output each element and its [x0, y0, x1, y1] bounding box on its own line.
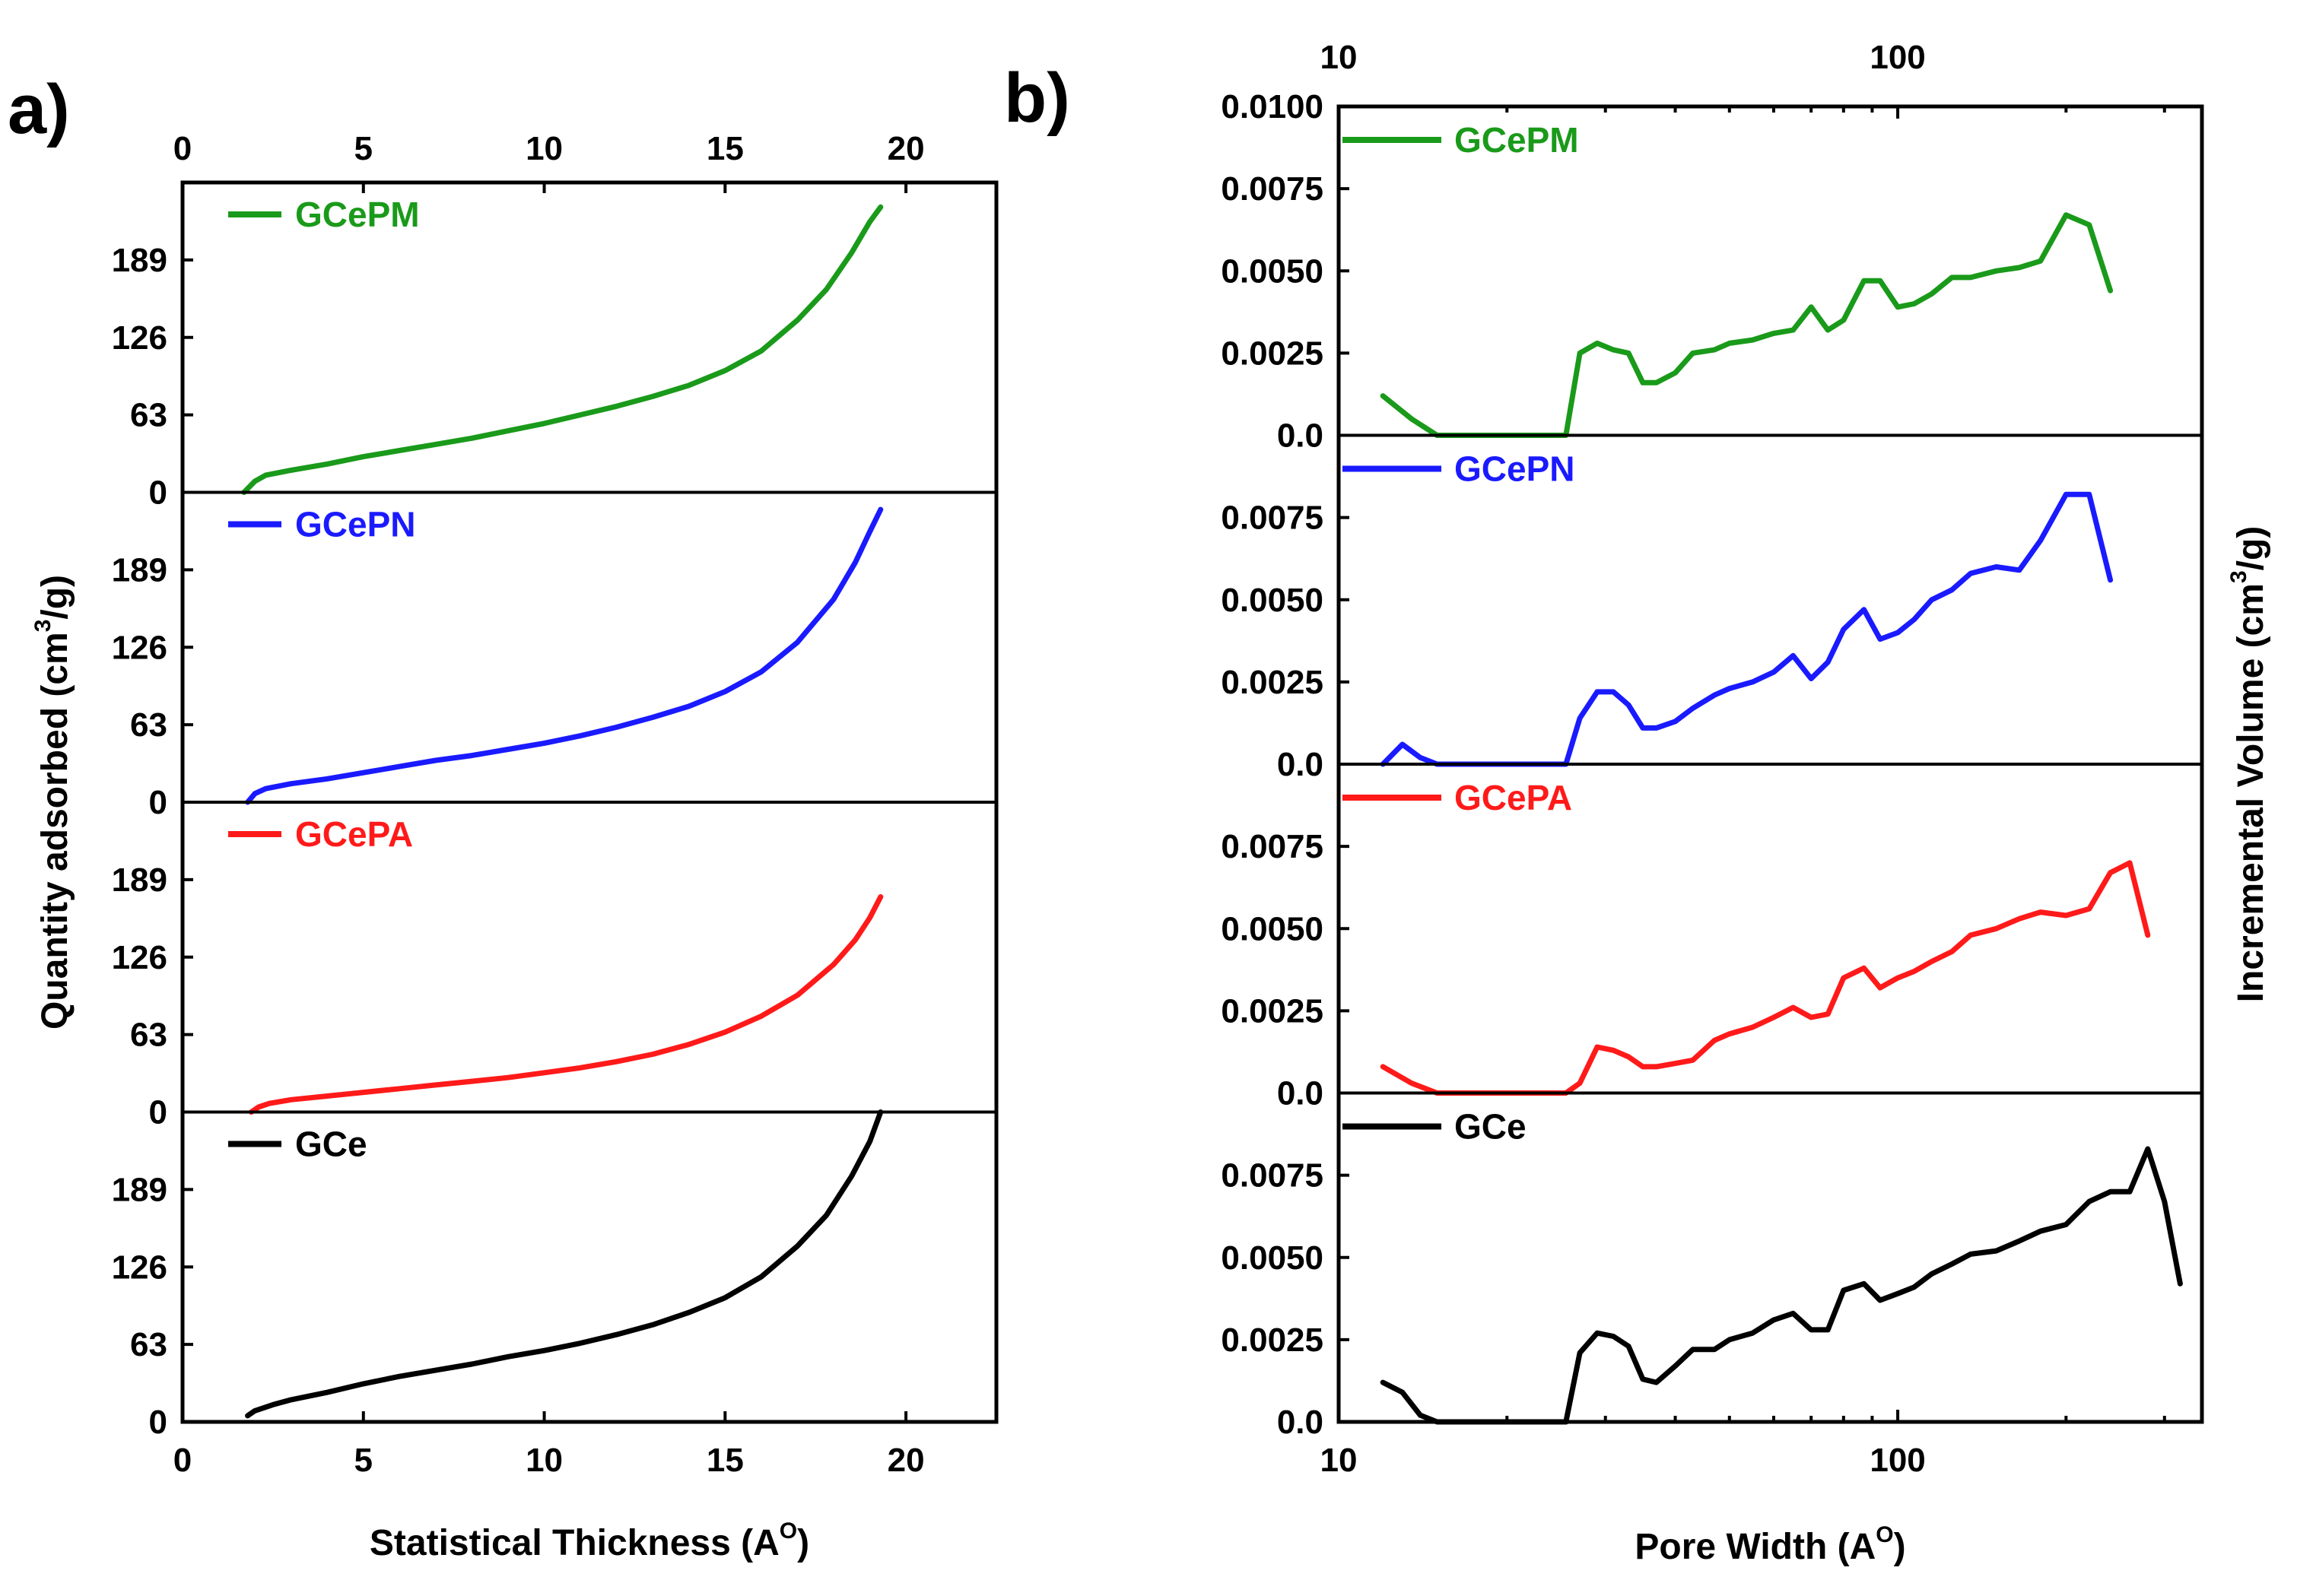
chart-b-ytick-label: 0.0050 — [1221, 1239, 1323, 1277]
chart-a-ytick-label: 0 — [149, 1404, 167, 1441]
chart-a-ytick-label: 63 — [130, 1017, 167, 1054]
chart-b-ytick-label: 0.0 — [1277, 1404, 1323, 1441]
chart-a-ylabel-text: Quantity adsorbed (cm — [35, 632, 75, 1030]
chart-a-ytick-label: 0 — [149, 474, 167, 512]
chart-b-legend-label: GCe — [1454, 1107, 1527, 1147]
chart-b-pore-width: 0.00.00250.00500.00750.0100GCePM0.00.002… — [1221, 39, 2271, 1567]
chart-a-xlabel-sup: O — [780, 1518, 797, 1544]
chart-b-ytick-label: 0.0025 — [1221, 335, 1323, 372]
chart-a-ytick-label: 126 — [112, 629, 167, 666]
panel-b-letter: b) — [1004, 59, 1070, 137]
chart-a-ytick-label: 126 — [112, 939, 167, 976]
chart-b-xtick-label-top: 10 — [1320, 39, 1358, 76]
chart-b-xtick-label-top: 100 — [1870, 39, 1925, 76]
chart-a-legend-label: GCePM — [295, 195, 420, 234]
chart-a-ytick-label: 126 — [112, 1249, 167, 1286]
chart-b-series-line-gcepn — [1380, 491, 2114, 767]
chart-a-series-line-gcepm — [241, 204, 884, 495]
chart-b-ylabel-sup: 3 — [2226, 570, 2251, 583]
chart-a-xtick-label-bottom: 20 — [888, 1442, 925, 1479]
chart-b-series-line-gce — [1380, 1146, 2183, 1425]
chart-b-ylabel: Incremental Volume (cm3/g) — [2226, 526, 2271, 1003]
chart-a-ylabel: Quantity adsorbed (cm3/g) — [30, 575, 75, 1030]
chart-b-xtick-label-bottom: 10 — [1320, 1442, 1358, 1479]
chart-a-series-line-gce — [245, 1109, 884, 1419]
chart-b-ytick-label: 0.0075 — [1221, 828, 1323, 865]
chart-a-legend-label: GCePA — [295, 814, 413, 854]
chart-a-ytick-label: 189 — [112, 1171, 167, 1208]
chart-b-ytick-label: 0.0075 — [1221, 1157, 1323, 1195]
chart-a-ytick-label: 63 — [130, 397, 167, 434]
chart-a-xtick-label-bottom: 10 — [526, 1442, 563, 1479]
chart-b-ytick-label: 0.0025 — [1221, 1322, 1323, 1359]
panel-a-letter: a) — [8, 71, 70, 148]
chart-a-xtick-label-top: 0 — [173, 130, 192, 167]
chart-a-xlabel: Statistical Thickness (AO) — [370, 1518, 809, 1563]
chart-b-ytick-label: 0.0025 — [1221, 992, 1323, 1030]
chart-a-ytick-label: 189 — [112, 551, 167, 589]
chart-a-series-line-gcepn — [245, 506, 884, 805]
chart-b-ytick-label: 0.0100 — [1221, 88, 1323, 125]
chart-a-xtick-label-bottom: 5 — [354, 1442, 373, 1479]
chart-b-series-line-gcepm — [1380, 212, 2114, 438]
chart-a-ytick-label: 189 — [112, 861, 167, 899]
chart-a-xlabel-end: ) — [797, 1523, 809, 1563]
chart-a-ytick-label: 0 — [149, 784, 167, 821]
chart-a-xtick-label-top: 10 — [526, 130, 563, 167]
chart-b-legend-label: GCePN — [1454, 449, 1574, 489]
chart-b-ytick-label: 0.0025 — [1221, 664, 1323, 701]
chart-b-ylabel-text: Incremental Volume (cm — [2231, 583, 2271, 1002]
chart-b-ytick-label: 0.0 — [1277, 417, 1323, 455]
chart-b-xtick-label-bottom: 100 — [1870, 1442, 1925, 1479]
chart-a-ytick-label: 189 — [112, 242, 167, 279]
chart-b-legend-label: GCePA — [1454, 778, 1572, 817]
chart-b-ytick-label: 0.0075 — [1221, 170, 1323, 208]
chart-a-xtick-label-top: 5 — [354, 130, 373, 167]
chart-b-xlabel-sup: O — [1876, 1522, 1893, 1547]
chart-a-xtick-label-top: 15 — [707, 130, 744, 167]
chart-b-ytick-label: 0.0050 — [1221, 910, 1323, 947]
chart-b-legend-label: GCePM — [1454, 120, 1579, 160]
chart-a-ylabel-end: /g) — [35, 575, 75, 620]
chart-a-ytick-label: 0 — [149, 1094, 167, 1131]
chart-b-series-line-gcepa — [1380, 860, 2151, 1096]
chart-b-ylabel-end: /g) — [2231, 526, 2271, 571]
chart-a-xtick-label-bottom: 0 — [173, 1442, 192, 1479]
chart-a-ytick-label: 126 — [112, 319, 167, 357]
chart-a-legend-label: GCe — [295, 1125, 367, 1164]
chart-a-ytick-label: 63 — [130, 1326, 167, 1363]
chart-a-xlabel-text: Statistical Thickness (A — [370, 1523, 780, 1563]
chart-b-xlabel-end: ) — [1894, 1527, 1906, 1567]
chart-a-thickness: 0 63 126 189 GCePM 0 63 126 189 GCePN 0 63 126 189 GCe… — [30, 130, 999, 1563]
chart-b-xlabel-text: Pore Width (A — [1635, 1527, 1876, 1567]
chart-a-xtick-label-bottom: 15 — [707, 1442, 744, 1479]
chart-b-ytick-label: 0.0 — [1277, 746, 1323, 783]
chart-b-ytick-label: 0.0050 — [1221, 252, 1323, 290]
chart-a-legend-label: GCePN — [295, 505, 415, 544]
chart-b-xlabel: Pore Width (AO) — [1635, 1522, 1905, 1567]
chart-a-ylabel-sup: 3 — [30, 620, 56, 633]
chart-b-ytick-label: 0.0050 — [1221, 582, 1323, 619]
chart-a-xtick-label-top: 20 — [888, 130, 925, 167]
chart-a-ytick-label: 63 — [130, 706, 167, 744]
chart-b-ytick-label: 0.0075 — [1221, 500, 1323, 537]
chart-a-series-line-gcepa — [248, 894, 884, 1115]
chart-b-ytick-label: 0.0 — [1277, 1075, 1323, 1112]
